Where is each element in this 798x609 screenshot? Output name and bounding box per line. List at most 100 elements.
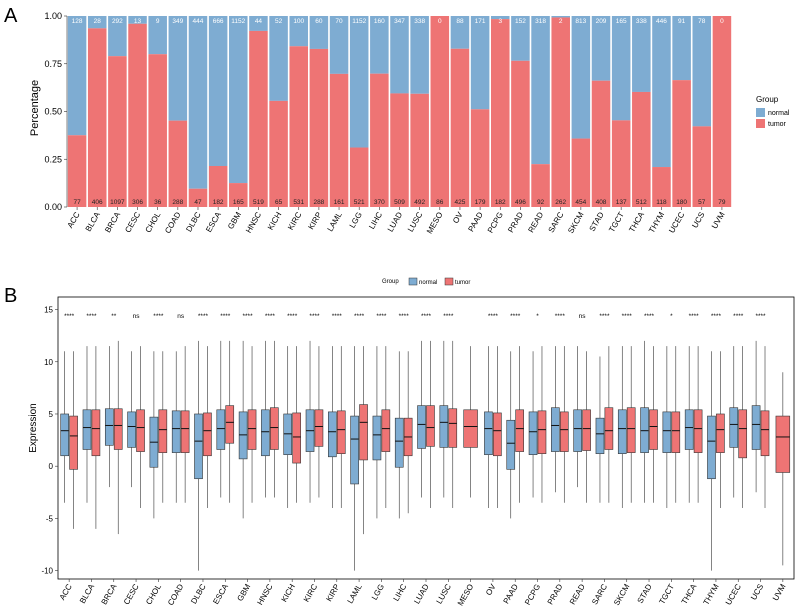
bar-normal-lihc — [370, 16, 389, 74]
significance-label: **** — [399, 313, 410, 320]
x-tick-label: OV — [451, 210, 465, 225]
y-axis: -10 -5 0 5 10 15 — [41, 306, 58, 576]
x-tick-label: DLBC — [189, 582, 208, 605]
count-label-tumor: 288 — [172, 199, 183, 206]
bar-normal-lusc — [410, 16, 429, 94]
box-body — [463, 409, 478, 448]
count-label-tumor: 521 — [354, 199, 365, 206]
y-tick-label: 1.00 — [44, 11, 62, 21]
box-body — [716, 413, 725, 453]
count-label-normal: 70 — [335, 18, 343, 25]
y-tick-label: 15 — [44, 306, 53, 315]
box-normal-kirp — [328, 346, 337, 508]
significance-labels: **** **** ** ns **** ns **** **** **** **** **** **… — [64, 313, 766, 320]
significance-label: **** — [309, 313, 320, 320]
x-tick-label: SKCM — [566, 210, 586, 235]
x-tick-label: SARC — [547, 210, 566, 234]
y-tick-label: 10 — [44, 358, 53, 367]
significance-label: **** — [733, 313, 744, 320]
significance-label: **** — [332, 313, 343, 320]
box-body — [359, 404, 368, 461]
box-body — [60, 413, 70, 457]
x-tick-label: CESC — [122, 582, 141, 606]
count-label-tumor: 179 — [475, 199, 486, 206]
significance-label: ns — [133, 313, 141, 320]
bar-tumor-prad — [511, 60, 530, 208]
x-tick-label: UVM — [771, 582, 788, 602]
bar-normal-dlbc — [188, 16, 208, 189]
bar-tumor-meso — [430, 16, 450, 207]
box-normal-lusc — [439, 340, 449, 498]
box-body — [394, 417, 404, 468]
significance-label: ns — [177, 313, 185, 320]
box-normal-cesc — [127, 351, 136, 488]
count-label-tumor: 118 — [656, 199, 667, 206]
count-label-tumor: 531 — [293, 199, 304, 206]
significance-label: **** — [265, 313, 276, 320]
stacked-bar-chart: 1287728406292109713306936349288444476661… — [29, 11, 790, 235]
bar-tumor-blca — [87, 28, 107, 207]
plot-border — [57, 296, 795, 580]
box-tumor-brca — [113, 340, 123, 535]
box-normal-ucs — [751, 340, 761, 493]
bar-tumor-read — [531, 164, 550, 207]
x-tick-label: UCEC — [724, 582, 743, 606]
count-label-normal: 88 — [456, 18, 464, 25]
x-tick-label: LAML — [326, 210, 345, 233]
x-tick-label: OV — [484, 582, 498, 597]
legend-label-tumor: tumor — [455, 280, 470, 286]
x-tick-label: LGG — [348, 211, 364, 230]
legend-swatch-tumor — [756, 119, 765, 128]
y-axis-label: Expression — [28, 403, 39, 452]
box-normal-acc — [60, 351, 70, 503]
count-label-normal: 209 — [596, 18, 607, 25]
count-label-normal: 60 — [315, 18, 323, 25]
bar-tumor-coad — [168, 120, 188, 207]
count-label-tumor: 496 — [515, 199, 526, 206]
x-tick-label: ACC — [66, 210, 82, 229]
box-normal-read — [573, 346, 582, 488]
box-body — [82, 409, 92, 450]
bar-normal-ov — [450, 16, 470, 49]
count-label-normal: 52 — [275, 18, 283, 25]
bar-tumor-ov — [450, 48, 470, 208]
box-body — [136, 409, 145, 452]
y-tick-label: 0.00 — [44, 202, 62, 212]
x-tick-label: LIHC — [392, 582, 409, 602]
x-tick-label: GBM — [226, 210, 243, 231]
significance-label: **** — [243, 313, 254, 320]
x-tick-label: LUSC — [435, 582, 454, 605]
box-body — [775, 415, 791, 473]
x-tick-label: PAAD — [502, 582, 521, 605]
box-body — [113, 408, 123, 450]
count-label-normal: 44 — [255, 18, 263, 25]
box-normal-hnsc — [261, 340, 270, 498]
x-tick-label: UCS — [690, 211, 706, 230]
x-tick-label: KIRP — [306, 211, 323, 232]
bar-normal-ucec — [672, 16, 691, 81]
box-normal-stad — [640, 340, 649, 503]
bar-normal-ucs — [692, 16, 712, 127]
x-tick-label: SKCM — [612, 582, 632, 607]
x-tick-label: UCEC — [667, 210, 686, 234]
bar-normal-kirc — [289, 16, 309, 47]
significance-label: * — [536, 313, 539, 320]
count-label-normal: 28 — [94, 18, 102, 25]
box-normal-skcm — [617, 346, 627, 508]
significance-label: **** — [599, 313, 610, 320]
bar-tumor-lusc — [410, 93, 429, 207]
box-body — [582, 409, 591, 451]
box-body — [314, 409, 324, 447]
y-tick-label: 0.50 — [44, 107, 62, 117]
count-label-tumor: 65 — [275, 199, 283, 206]
box-tumor-chol — [158, 351, 168, 503]
bar-normal-thym — [652, 16, 671, 168]
box-tumor-ucec — [738, 346, 748, 508]
box-tumor-meso — [463, 346, 478, 498]
legend-swatch-normal — [408, 277, 418, 286]
bar-normal-chol — [148, 16, 167, 55]
box-body — [91, 409, 101, 457]
box-tumor-paad — [515, 346, 524, 503]
bar-normal-laml — [329, 16, 349, 74]
count-label-tumor: 492 — [414, 199, 425, 206]
